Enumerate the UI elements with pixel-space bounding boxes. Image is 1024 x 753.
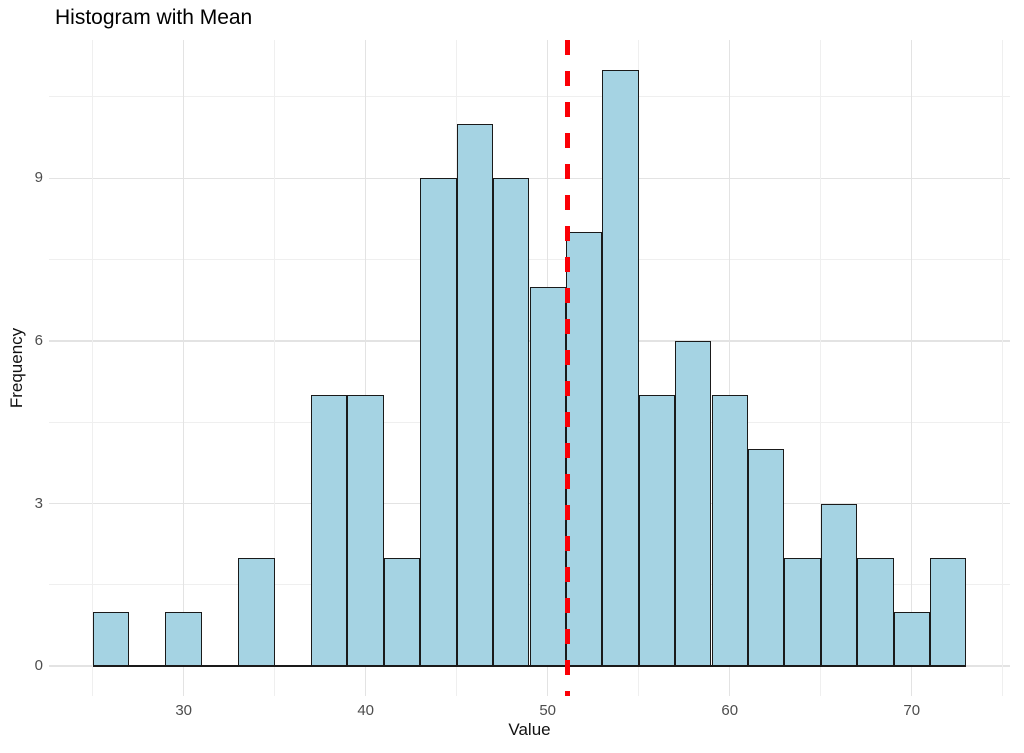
gridline-x-minor bbox=[638, 40, 640, 696]
mean-line bbox=[565, 40, 570, 696]
x-tick-label: 60 bbox=[721, 702, 739, 719]
x-tick-label: 30 bbox=[175, 702, 193, 719]
histogram-bar bbox=[493, 178, 530, 667]
histogram-bar bbox=[420, 178, 457, 667]
x-tick-label: 40 bbox=[357, 702, 375, 719]
histogram-bar bbox=[565, 232, 603, 667]
chart-title: Histogram with Mean bbox=[55, 6, 253, 29]
gridline-y-major bbox=[49, 177, 1010, 179]
x-axis-title: Value bbox=[508, 720, 551, 739]
histogram-bar bbox=[92, 611, 130, 667]
gridline-y-minor bbox=[49, 259, 1010, 261]
histogram-baseline bbox=[92, 665, 967, 668]
gridline-x-minor bbox=[1002, 40, 1004, 696]
histogram-bar bbox=[711, 395, 748, 667]
y-tick-label: 9 bbox=[34, 169, 43, 187]
gridline-y-minor bbox=[49, 96, 1010, 98]
gridline-x-minor bbox=[92, 40, 94, 696]
plot-panel bbox=[49, 40, 1010, 696]
gridline-x-major bbox=[364, 40, 367, 696]
histogram-bar bbox=[893, 611, 930, 667]
x-tick-label: 50 bbox=[539, 702, 557, 719]
histogram-bar bbox=[165, 611, 202, 667]
histogram-bar bbox=[456, 124, 494, 667]
histogram-bar bbox=[602, 69, 639, 667]
histogram-bar bbox=[747, 449, 785, 667]
histogram-bar bbox=[638, 395, 676, 667]
histogram-bar bbox=[857, 557, 894, 667]
gridline-x-major bbox=[182, 40, 185, 696]
gridline-x-minor bbox=[274, 40, 276, 696]
gridline-x-major bbox=[911, 40, 913, 696]
histogram-bar bbox=[929, 557, 967, 667]
histogram-bar bbox=[347, 395, 384, 667]
histogram-bar bbox=[529, 286, 566, 667]
y-tick-label: 6 bbox=[34, 331, 43, 349]
gridline-x-major bbox=[729, 40, 731, 696]
histogram-bar bbox=[820, 503, 858, 667]
histogram-bar bbox=[383, 557, 421, 667]
gridline-x-minor bbox=[820, 40, 822, 696]
x-tick-label: 70 bbox=[903, 702, 921, 719]
histogram-bar bbox=[238, 557, 275, 667]
y-tick-label: 0 bbox=[34, 657, 43, 675]
histogram-bar bbox=[311, 395, 348, 667]
y-tick-label: 3 bbox=[34, 494, 43, 512]
histogram-bar bbox=[784, 557, 821, 667]
histogram-bar bbox=[675, 340, 712, 667]
